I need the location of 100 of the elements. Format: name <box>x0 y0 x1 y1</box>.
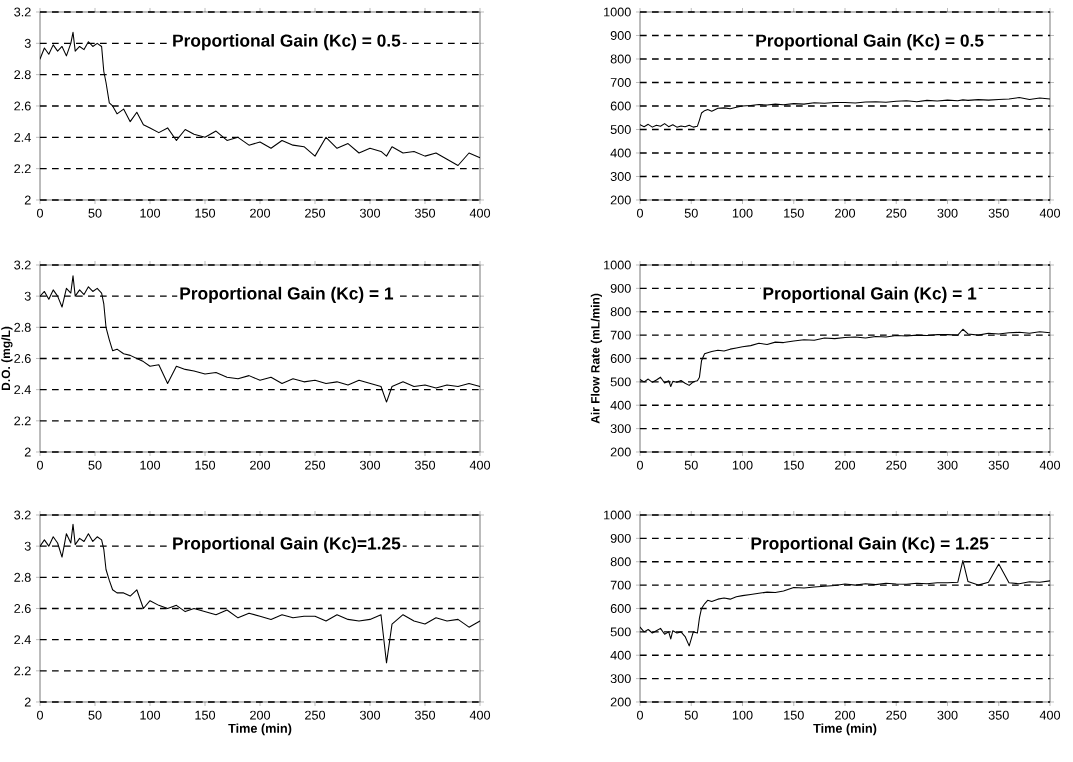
y-tick-label: 2.6 <box>14 101 31 111</box>
x-tick-label: 400 <box>1039 460 1061 470</box>
y-tick-label: 2 <box>24 195 31 205</box>
y-tick-label: 600 <box>610 101 631 111</box>
y-tick-label: 2 <box>24 447 31 457</box>
y-tick-label: 2.4 <box>14 635 31 645</box>
x-tick-label: 0 <box>636 460 644 470</box>
text: Proportional Gain (Kc)=1.25 <box>173 536 401 553</box>
y-tick-label: 400 <box>610 400 631 410</box>
x-tick-label: 200 <box>250 710 271 720</box>
x-tick-label: 50 <box>88 710 102 720</box>
x-tick-label: 400 <box>469 710 491 720</box>
x-tick-label: 150 <box>195 460 216 470</box>
text: Proportional Gain (Kc) = 1.25 <box>751 536 989 553</box>
x-tick-label: 300 <box>359 710 381 720</box>
x-tick-label: 350 <box>414 460 436 470</box>
x-tick-label: 400 <box>469 208 491 218</box>
y-tick-label: 200 <box>610 697 631 707</box>
y-tick-label: 400 <box>610 148 631 158</box>
y-tick-label: 3 <box>24 38 31 48</box>
x-tick-label: 250 <box>305 460 326 470</box>
y-tick-label: 700 <box>610 330 631 340</box>
x-tick-label: 250 <box>886 208 907 218</box>
y-tick-label: 2.4 <box>14 132 31 142</box>
y-tick-label: 800 <box>610 54 631 64</box>
x-tick-label: 50 <box>88 460 102 470</box>
x-tick-label: 150 <box>784 460 804 470</box>
y-tick-label: 3.2 <box>14 260 31 270</box>
x-tick-label: 250 <box>886 710 907 720</box>
y-tick-label: 1000 <box>604 510 631 520</box>
x-tick-label: 250 <box>305 710 326 720</box>
x-tick-label: 200 <box>835 710 856 720</box>
y-tick-label: 2.2 <box>14 416 31 426</box>
x-tick-label: 150 <box>784 710 804 720</box>
x-tick-label: 100 <box>732 710 753 720</box>
y-tick-label: 2.2 <box>14 666 31 676</box>
x-tick-label: 0 <box>36 460 44 470</box>
y-tick-label: 600 <box>610 354 631 363</box>
y-tick-label: 3 <box>24 541 31 551</box>
y-tick-label: 300 <box>610 674 631 684</box>
x-tick-label: 300 <box>937 710 958 720</box>
x-tick-label: 300 <box>359 460 381 470</box>
y-tick-label: 1000 <box>604 7 631 17</box>
x-tick-label: 250 <box>305 208 326 218</box>
x-tick-label: 0 <box>36 208 44 218</box>
x-tick-label: 400 <box>1039 710 1061 720</box>
y-tick-label: 300 <box>610 424 631 434</box>
x-tick-label: 200 <box>250 208 271 218</box>
x-tick-label: 50 <box>684 208 698 218</box>
y-tick-label: 3.2 <box>14 510 31 520</box>
x-tick-label: 300 <box>359 208 381 218</box>
y-tick-label: 3.2 <box>14 7 31 17</box>
y-axis-title: D.O. (mg/L) <box>1 326 13 391</box>
y-tick-label: 700 <box>610 580 631 590</box>
y-tick-label: 500 <box>610 627 631 637</box>
x-tick-label: 400 <box>1039 208 1061 218</box>
x-tick-label: 300 <box>937 208 958 218</box>
x-tick-label: 350 <box>988 710 1009 720</box>
y-tick-label: 900 <box>610 283 631 293</box>
x-tick-label: 0 <box>636 208 644 218</box>
y-axis-title: Air Flow Rate (mL/min) <box>590 293 602 424</box>
y-tick-label: 900 <box>610 533 631 543</box>
x-tick-label: 350 <box>414 208 436 218</box>
x-tick-label: 300 <box>937 460 958 470</box>
x-tick-label: 100 <box>140 460 161 470</box>
text: Proportional Gain (Kc) = 1 <box>763 286 977 303</box>
x-tick-label: 100 <box>732 460 753 470</box>
y-tick-label: 2.2 <box>14 164 31 174</box>
x-tick-label: 150 <box>784 208 804 218</box>
x-tick-label: 350 <box>988 208 1009 218</box>
y-tick-label: 2.8 <box>14 322 31 332</box>
x-tick-label: 350 <box>414 710 436 720</box>
x-tick-label: 150 <box>195 710 216 720</box>
text: Proportional Gain (Kc) = 0.5 <box>173 33 401 51</box>
y-tick-label: 700 <box>610 78 631 87</box>
text: Proportional Gain (Kc) = 1 <box>180 286 394 303</box>
y-tick-label: 300 <box>610 172 631 181</box>
x-tick-label: 50 <box>684 460 698 470</box>
x-tick-label: 200 <box>250 460 271 470</box>
y-tick-label: 400 <box>610 650 631 660</box>
x-tick-label: 200 <box>835 460 856 470</box>
x-tick-label: 350 <box>988 460 1009 470</box>
y-tick-label: 2 <box>24 697 31 707</box>
y-tick-label: 500 <box>610 125 631 134</box>
x-tick-label: 100 <box>140 710 161 720</box>
y-tick-label: 800 <box>610 557 631 567</box>
y-tick-label: 2.8 <box>14 70 31 80</box>
x-tick-label: 200 <box>835 208 856 218</box>
y-tick-label: 3 <box>24 291 31 301</box>
x-tick-label: 150 <box>195 208 216 218</box>
x-tick-label: 0 <box>636 710 644 720</box>
x-tick-label: 50 <box>684 710 698 720</box>
y-tick-label: 2.6 <box>14 604 31 613</box>
y-tick-label: 200 <box>610 447 631 457</box>
y-tick-label: 600 <box>610 604 631 613</box>
x-axis-title: Time (min) <box>228 723 292 736</box>
x-tick-label: 0 <box>36 710 44 720</box>
text: Proportional Gain (Kc) = 0.5 <box>756 33 984 51</box>
x-tick-label: 100 <box>732 208 753 218</box>
y-tick-label: 200 <box>610 195 631 205</box>
